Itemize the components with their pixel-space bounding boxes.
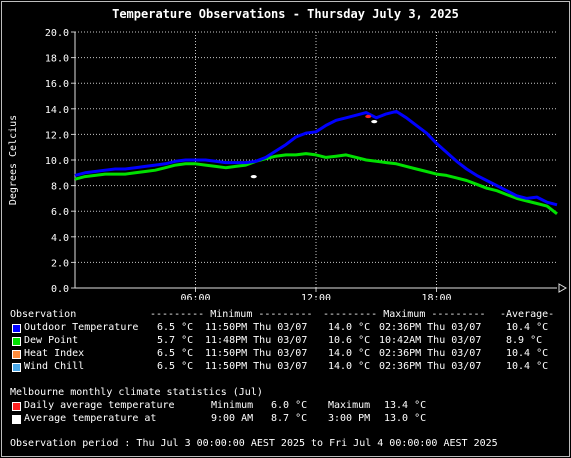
legend-max-time: 10:42AM Thu 03/07 <box>379 335 482 346</box>
climate-col-3: 3:00 PM <box>328 413 371 424</box>
climate-swatch <box>12 402 21 411</box>
legend-max-value: 14.0 °C <box>328 361 371 372</box>
chart-title: Temperature Observations - Thursday July… <box>112 7 459 21</box>
climate-col-1: Minimum <box>211 400 254 411</box>
y-axis-label: Degrees Celcius <box>8 115 19 205</box>
legend-label: Wind Chill <box>24 361 85 372</box>
climate-label: Daily average temperature <box>24 400 175 411</box>
legend-header-observation: Observation <box>10 309 77 320</box>
climate-col-1: 9:00 AM <box>211 413 254 424</box>
y-tick-label: 14.0 <box>45 105 69 116</box>
x-tick-label: 06:00 <box>180 293 210 300</box>
legend-max-time: 02:36PM Thu 03/07 <box>379 348 482 359</box>
climate-heading-row: Melbourne monthly climate statistics (Ju… <box>10 387 570 400</box>
legend-min-value: 6.5 °C <box>157 322 194 333</box>
climate-col-2: 6.0 °C <box>271 400 308 411</box>
y-tick-label: 8.0 <box>51 182 69 193</box>
legend-max-time: 02:36PM Thu 03/07 <box>379 322 482 333</box>
legend-min-time: 11:50PM Thu 03/07 <box>205 322 308 333</box>
legend-avg-value: 10.4 °C <box>506 361 549 372</box>
legend-max-value: 14.0 °C <box>328 322 371 333</box>
legend-swatch <box>12 350 21 359</box>
legend-max-value: 10.6 °C <box>328 335 371 346</box>
climate-col-3: Maximum <box>328 400 371 411</box>
legend-row: Dew Point 5.7 °C 11:48PM Thu 03/07 10.6 °C 1… <box>10 335 570 348</box>
climate-col-2: 8.7 °C <box>271 413 308 424</box>
climate-marker <box>250 175 257 179</box>
climate-row: Daily average temperature Minimum 6.0 °C Ma… <box>10 400 570 413</box>
legend-swatch <box>12 324 21 333</box>
legend-row: Heat Index 6.5 °C 11:50PM Thu 03/07 14.0 °C… <box>10 348 570 361</box>
y-tick-label: 20.0 <box>45 28 69 39</box>
y-tick-label: 6.0 <box>51 207 69 218</box>
climate-col-4: 13.4 °C <box>384 400 427 411</box>
y-tick-label: 4.0 <box>51 233 69 244</box>
legend-label: Dew Point <box>24 335 79 346</box>
series-line-dewpoint <box>74 152 558 215</box>
legend-header-maximum: --------- Maximum --------- <box>323 309 486 320</box>
legend-min-time: 11:48PM Thu 03/07 <box>205 335 308 346</box>
x-tick-label: 18:00 <box>421 293 451 300</box>
y-tick-label: 0.0 <box>51 284 69 295</box>
legend-row: Outdoor Temperature 6.5 °C 11:50PM Thu 03/… <box>10 322 570 335</box>
legend-swatch <box>12 363 21 372</box>
y-tick-label: 18.0 <box>45 54 69 65</box>
legend-header-average: -Average- <box>500 309 555 320</box>
y-tick-label: 2.0 <box>51 258 69 269</box>
x-axis-arrow <box>558 283 568 293</box>
legend-max-time: 02:36PM Thu 03/07 <box>379 361 482 372</box>
climate-swatch <box>12 415 21 424</box>
climate-col-4: 13.0 °C <box>384 413 427 424</box>
climate-marker <box>371 120 378 124</box>
legend-avg-value: 8.9 °C <box>506 335 543 346</box>
legend-min-value: 6.5 °C <box>157 348 194 359</box>
y-tick-label: 10.0 <box>45 156 69 167</box>
y-tick-label: 12.0 <box>45 130 69 141</box>
legend-label: Heat Index <box>24 348 85 359</box>
y-tick-label: 16.0 <box>45 79 69 90</box>
legend-label: Outdoor Temperature <box>24 322 139 333</box>
legend-min-value: 6.5 °C <box>157 361 194 372</box>
legend-min-time: 11:50PM Thu 03/07 <box>205 361 308 372</box>
series-line-outdoor <box>74 109 558 207</box>
legend-header: Observation --------- Minimum --------- … <box>10 309 570 322</box>
x-tick-label: 12:00 <box>301 293 331 300</box>
legend-row: Wind Chill 6.5 °C 11:50PM Thu 03/07 14.0 °C… <box>10 361 570 374</box>
legend-swatch <box>12 337 21 346</box>
legend-avg-value: 10.4 °C <box>506 348 549 359</box>
legend-avg-value: 10.4 °C <box>506 322 549 333</box>
legend-min-value: 5.7 °C <box>157 335 194 346</box>
observation-period: Observation period : Thu Jul 3 00:00:00 … <box>10 438 498 449</box>
climate-row: Average temperature at 9:00 AM 8.7 °C 3:00 … <box>10 413 570 426</box>
climate-heading: Melbourne monthly climate statistics (Ju… <box>10 387 263 398</box>
legend-min-time: 11:50PM Thu 03/07 <box>205 348 308 359</box>
climate-label: Average temperature at <box>24 413 157 424</box>
footer-row: Observation period : Thu Jul 3 00:00:00 … <box>10 438 570 451</box>
legend-max-value: 14.0 °C <box>328 348 371 359</box>
legend-header-minimum: --------- Minimum --------- <box>150 309 313 320</box>
temperature-chart: 0.0 2.0 4.0 6.0 8.0 10.0 12.0 14.0 16.0 18.0 20.0 0… <box>8 28 568 300</box>
climate-marker <box>365 114 372 119</box>
